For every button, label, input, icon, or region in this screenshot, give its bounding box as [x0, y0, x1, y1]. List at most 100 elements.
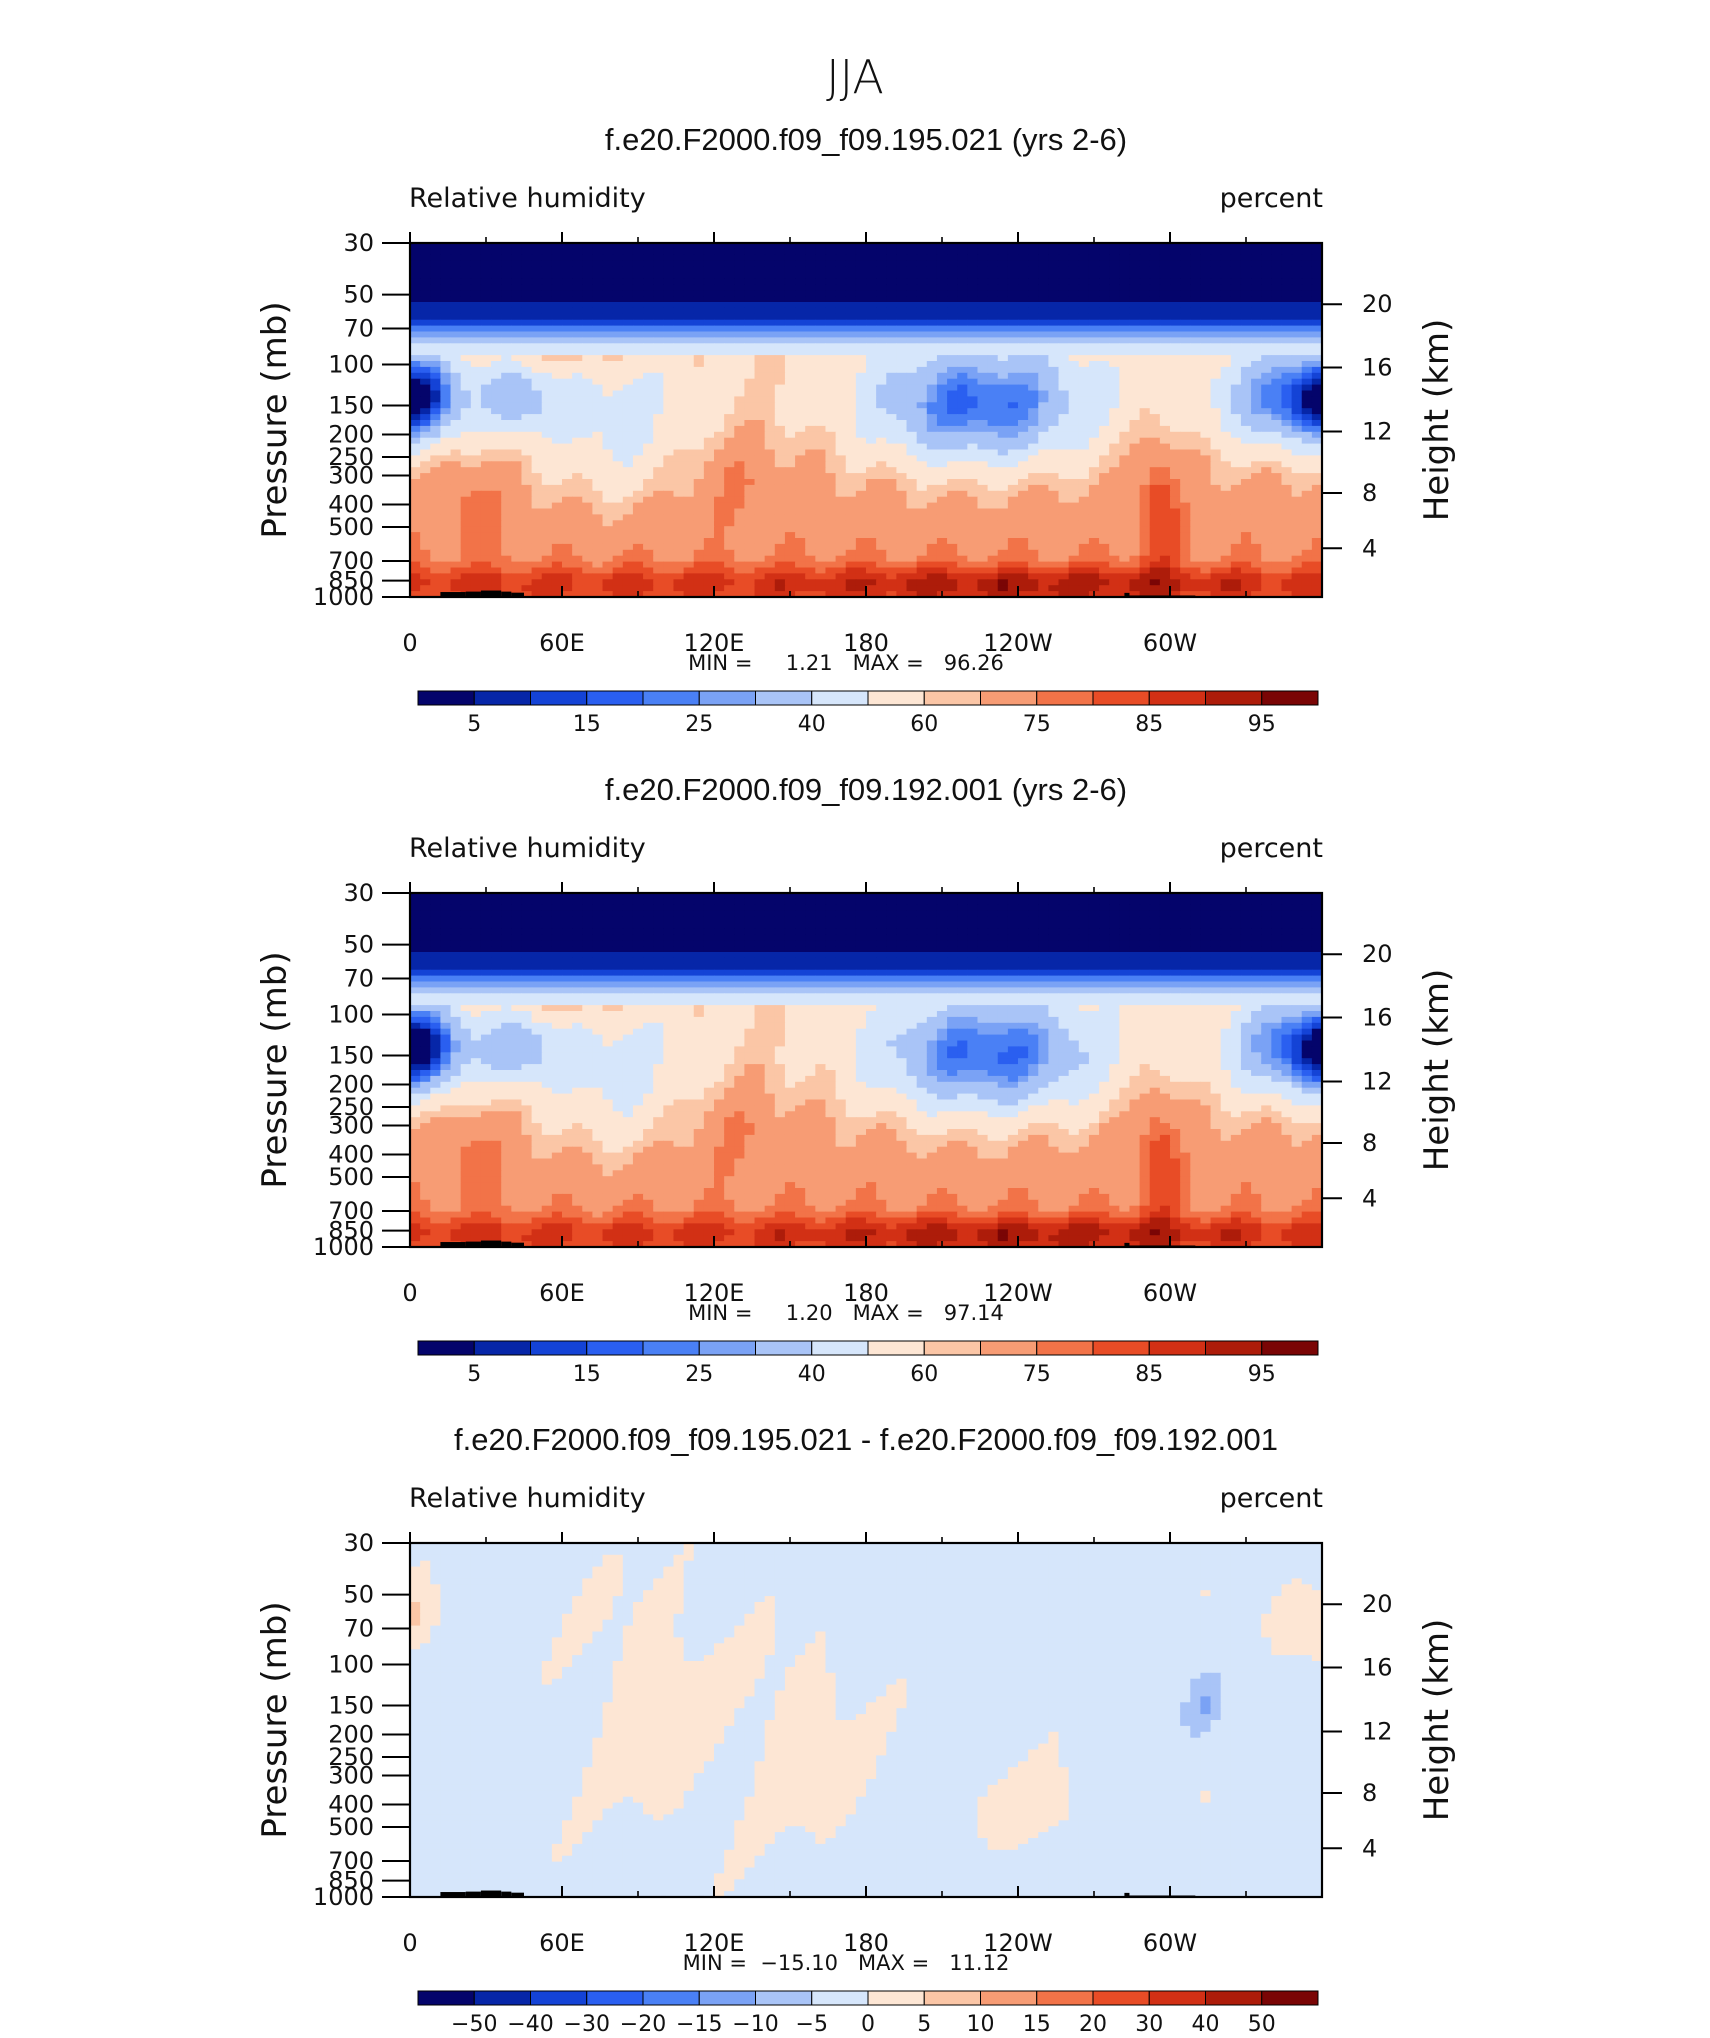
contour-cell: [531, 260, 543, 268]
contour-cell: [1149, 425, 1161, 433]
contour-cell: [764, 378, 776, 386]
contour-cell: [815, 543, 827, 551]
contour-cell: [957, 414, 968, 421]
contour-cell: [1119, 520, 1131, 527]
contour-cell: [1271, 520, 1283, 527]
contour-cell: [1271, 254, 1283, 262]
contour-cell: [845, 431, 857, 439]
contour-cell: [876, 272, 887, 279]
contour-cell: [663, 443, 675, 451]
contour-cell: [1261, 496, 1272, 504]
contour-cell: [673, 514, 685, 521]
contour-cell: [977, 349, 989, 356]
contour-cell: [1149, 479, 1161, 486]
contour-cell: [936, 502, 948, 510]
contour-cell: [582, 567, 593, 574]
contour-cell: [551, 248, 563, 256]
contour-cell: [876, 302, 887, 309]
contour-cell: [1007, 390, 1019, 397]
contour-cell: [876, 266, 887, 274]
contour-cell: [703, 561, 715, 569]
contour-cell: [1291, 302, 1303, 309]
contour-cell: [1200, 248, 1212, 256]
contour-cell: [1220, 443, 1232, 451]
contour-cell: [1200, 378, 1212, 386]
contour-cell: [886, 514, 897, 521]
contour-cell: [541, 243, 553, 250]
contour-cell: [1210, 343, 1222, 350]
contour-cell: [906, 526, 918, 533]
contour-cell: [480, 266, 492, 274]
contour-cell: [926, 349, 938, 356]
contour-cell: [936, 307, 948, 315]
contour-cell: [582, 313, 593, 321]
contour-cell: [562, 455, 573, 462]
contour-cell: [815, 490, 827, 498]
contour-cell: [1291, 473, 1303, 480]
contour-cell: [1078, 355, 1090, 362]
contour-cell: [1007, 307, 1019, 315]
contour-cell: [1159, 467, 1171, 474]
contour-cell: [531, 243, 543, 250]
contour-cell: [1190, 414, 1201, 421]
contour-cell: [1088, 325, 1100, 333]
contour-cell: [551, 266, 563, 274]
contour-cell: [754, 319, 766, 327]
contour-cell: [1129, 408, 1141, 415]
contour-cell: [876, 361, 887, 368]
contour-cell: [602, 378, 614, 386]
contour-cell: [906, 467, 918, 474]
contour-cell: [1099, 302, 1110, 309]
contour-cell: [1210, 325, 1222, 333]
contour-cell: [1190, 343, 1201, 350]
contour-cell: [440, 473, 452, 480]
contour-cell: [693, 437, 705, 445]
contour-cell: [1311, 361, 1323, 368]
contour-cell: [1139, 248, 1151, 256]
contour-cell: [1088, 526, 1100, 533]
contour-cell: [1109, 290, 1120, 297]
contour-cell: [1271, 431, 1283, 439]
contour-cell: [1190, 437, 1201, 445]
contour-cell: [936, 372, 948, 380]
contour-cell: [703, 484, 715, 492]
contour-cell: [1200, 425, 1212, 433]
contour-cell: [521, 449, 533, 456]
contour-cell: [1200, 455, 1212, 462]
contour-cell: [1109, 248, 1120, 256]
contour-cell: [410, 514, 421, 521]
contour-cell: [1301, 366, 1313, 374]
contour-cell: [693, 502, 705, 510]
contour-cell: [531, 254, 543, 262]
contour-cell: [845, 278, 857, 285]
contour-cell: [947, 254, 958, 262]
contour-cell: [541, 384, 553, 392]
contour-cell: [1088, 272, 1100, 279]
contour-cell: [541, 331, 553, 338]
contour-cell: [491, 514, 502, 521]
contour-cell: [673, 307, 685, 315]
contour-cell: [541, 538, 553, 545]
contour-cell: [582, 349, 593, 356]
contour-cell: [957, 431, 968, 439]
contour-cell: [511, 561, 523, 569]
contour-cell: [410, 248, 421, 256]
contour-cell: [460, 248, 472, 256]
contour-cell: [693, 455, 705, 462]
contour-cell: [866, 361, 877, 368]
contour-cell: [663, 538, 675, 545]
contour-cell: [957, 302, 968, 309]
contour-cell: [1311, 549, 1323, 557]
contour-cell: [491, 420, 502, 427]
contour-cell: [1240, 372, 1252, 380]
contour-cell: [703, 496, 715, 504]
contour-cell: [1018, 443, 1029, 451]
contour-cell: [1159, 431, 1171, 439]
contour-cell: [1048, 479, 1060, 486]
contour-cell: [491, 290, 502, 297]
contour-cell: [1058, 526, 1070, 533]
contour-cell: [724, 425, 735, 433]
contour-cell: [1240, 313, 1252, 321]
contour-cell: [997, 414, 1009, 421]
contour-cell: [855, 243, 867, 250]
